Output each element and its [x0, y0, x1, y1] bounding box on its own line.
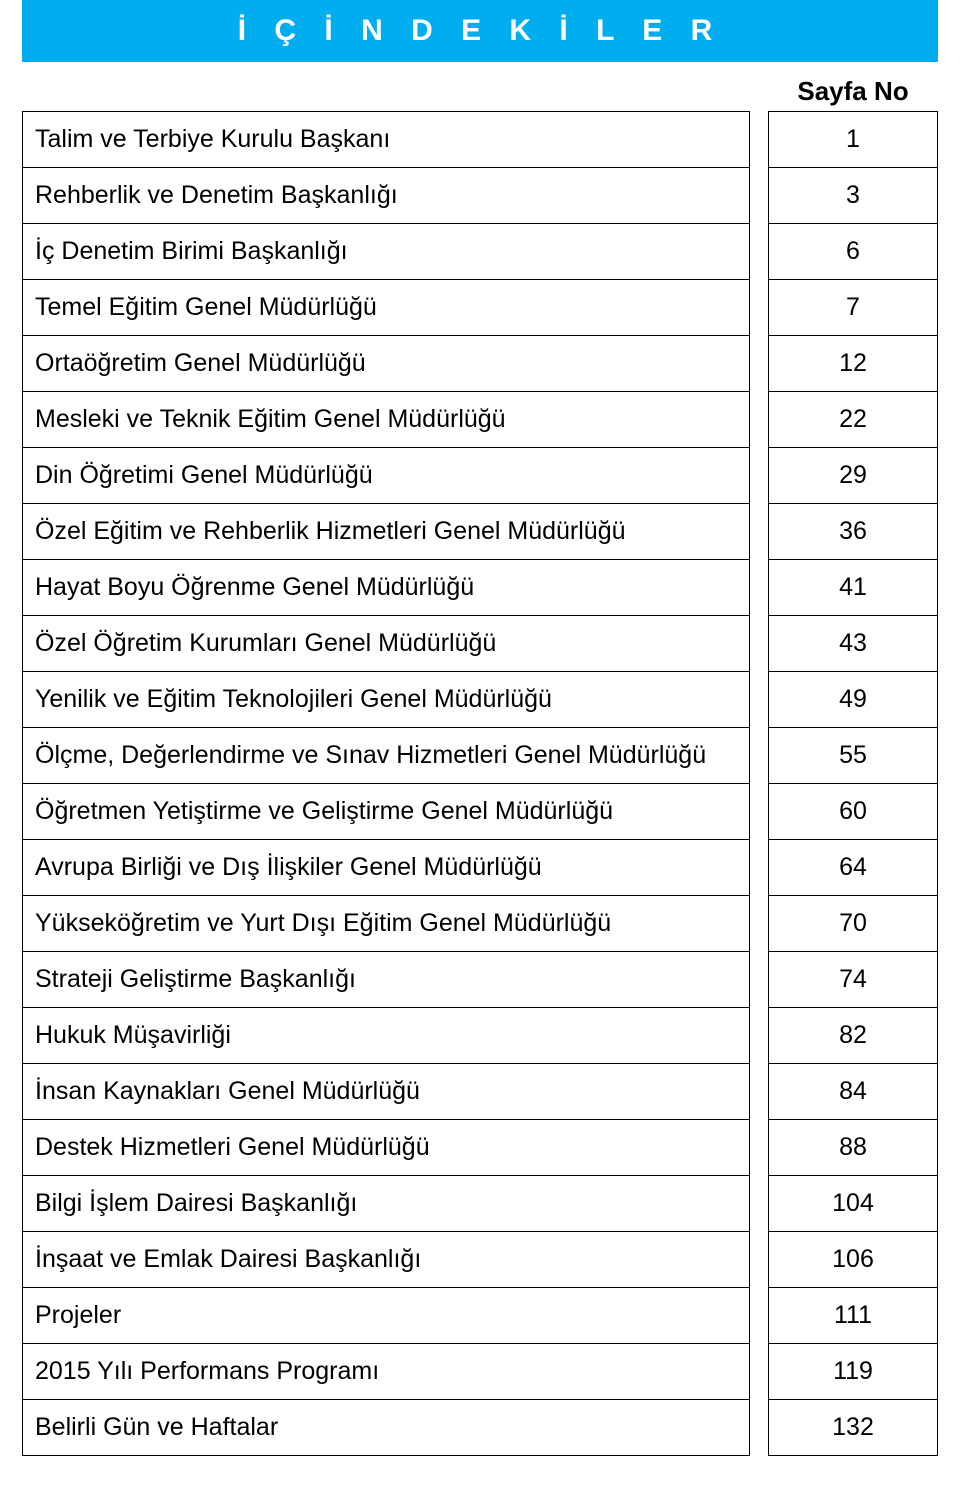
toc-page-cell: 111: [769, 1288, 937, 1344]
toc-page-cell: 36: [769, 504, 937, 560]
toc-page-cell: 22: [769, 392, 937, 448]
toc-title-cell: İç Denetim Birimi Başkanlığı: [23, 224, 749, 280]
page-no-header: Sayfa No: [768, 76, 938, 107]
toc-page-cell: 7: [769, 280, 937, 336]
toc-title-cell: Hukuk Müşavirliği: [23, 1008, 749, 1064]
toc-title-cell: 2015 Yılı Performans Programı: [23, 1344, 749, 1400]
toc-page-cell: 12: [769, 336, 937, 392]
toc-titles-column: Talim ve Terbiye Kurulu BaşkanıRehberlik…: [22, 111, 750, 1456]
toc-page-cell: 64: [769, 840, 937, 896]
page: İ Ç İ N D E K İ L E R Sayfa No Talim ve …: [0, 0, 960, 1456]
toc-title-cell: Yükseköğretim ve Yurt Dışı Eğitim Genel …: [23, 896, 749, 952]
toc-table: Talim ve Terbiye Kurulu BaşkanıRehberlik…: [22, 111, 938, 1456]
page-title-banner: İ Ç İ N D E K İ L E R: [22, 0, 938, 62]
toc-page-cell: 6: [769, 224, 937, 280]
toc-page-cell: 43: [769, 616, 937, 672]
toc-pages-column: 1367122229364143495560647074828488104106…: [768, 111, 938, 1456]
toc-page-cell: 3: [769, 168, 937, 224]
toc-page-cell: 41: [769, 560, 937, 616]
header-spacer: [22, 76, 768, 107]
toc-page-cell: 60: [769, 784, 937, 840]
toc-page-cell: 74: [769, 952, 937, 1008]
toc-page-cell: 70: [769, 896, 937, 952]
toc-title-cell: İnşaat ve Emlak Dairesi Başkanlığı: [23, 1232, 749, 1288]
page-title: İ Ç İ N D E K İ L E R: [238, 14, 722, 47]
toc-title-cell: Özel Öğretim Kurumları Genel Müdürlüğü: [23, 616, 749, 672]
toc-page-cell: 106: [769, 1232, 937, 1288]
toc-title-cell: Mesleki ve Teknik Eğitim Genel Müdürlüğü: [23, 392, 749, 448]
toc-title-cell: Özel Eğitim ve Rehberlik Hizmetleri Gene…: [23, 504, 749, 560]
toc-page-cell: 119: [769, 1344, 937, 1400]
toc-title-cell: İnsan Kaynakları Genel Müdürlüğü: [23, 1064, 749, 1120]
toc-title-cell: Destek Hizmetleri Genel Müdürlüğü: [23, 1120, 749, 1176]
toc-page-cell: 82: [769, 1008, 937, 1064]
toc-column-gap: [750, 111, 768, 1456]
toc-title-cell: Temel Eğitim Genel Müdürlüğü: [23, 280, 749, 336]
toc-title-cell: Belirli Gün ve Haftalar: [23, 1400, 749, 1455]
toc-title-cell: Avrupa Birliği ve Dış İlişkiler Genel Mü…: [23, 840, 749, 896]
toc-page-cell: 1: [769, 112, 937, 168]
toc-title-cell: Din Öğretimi Genel Müdürlüğü: [23, 448, 749, 504]
toc-title-cell: Talim ve Terbiye Kurulu Başkanı: [23, 112, 749, 168]
toc-title-cell: Öğretmen Yetiştirme ve Geliştirme Genel …: [23, 784, 749, 840]
toc-title-cell: Yenilik ve Eğitim Teknolojileri Genel Mü…: [23, 672, 749, 728]
toc-page-cell: 49: [769, 672, 937, 728]
table-header-row: Sayfa No: [22, 76, 938, 107]
toc-page-cell: 132: [769, 1400, 937, 1455]
toc-title-cell: Projeler: [23, 1288, 749, 1344]
toc-title-cell: Strateji Geliştirme Başkanlığı: [23, 952, 749, 1008]
toc-title-cell: Ölçme, Değerlendirme ve Sınav Hizmetleri…: [23, 728, 749, 784]
toc-title-cell: Ortaöğretim Genel Müdürlüğü: [23, 336, 749, 392]
toc-page-cell: 84: [769, 1064, 937, 1120]
toc-page-cell: 104: [769, 1176, 937, 1232]
toc-title-cell: Rehberlik ve Denetim Başkanlığı: [23, 168, 749, 224]
toc-page-cell: 88: [769, 1120, 937, 1176]
toc-page-cell: 55: [769, 728, 937, 784]
toc-title-cell: Hayat Boyu Öğrenme Genel Müdürlüğü: [23, 560, 749, 616]
toc-title-cell: Bilgi İşlem Dairesi Başkanlığı: [23, 1176, 749, 1232]
toc-page-cell: 29: [769, 448, 937, 504]
